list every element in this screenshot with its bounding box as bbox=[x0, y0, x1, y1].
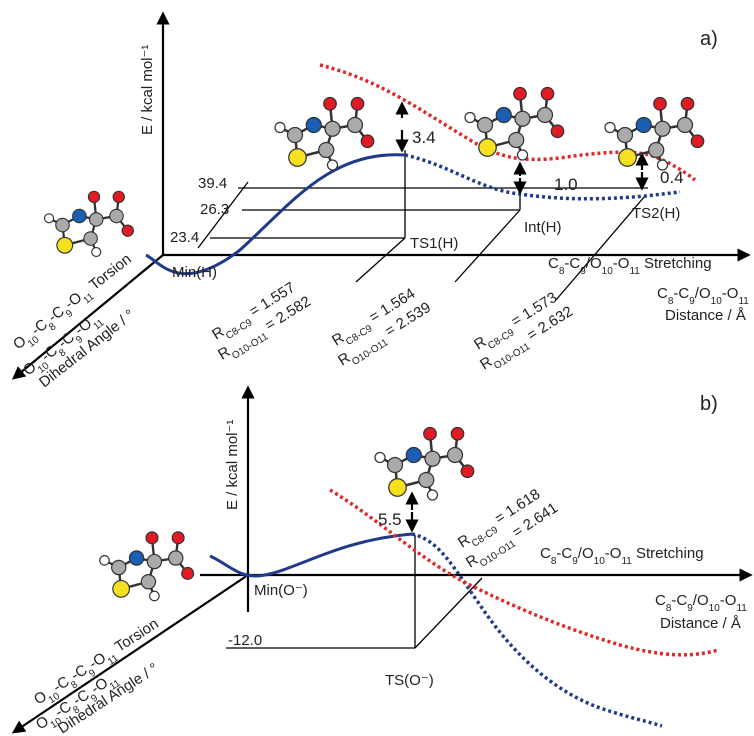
panel-b: E / kcal mol⁻¹ b) C8-C9/O10-O11 Stretchi… bbox=[14, 388, 750, 736]
text-segment: /O bbox=[695, 285, 711, 302]
state-label: TS2(H) bbox=[632, 205, 680, 222]
subscript: 11 bbox=[736, 603, 747, 614]
subscript: 10 bbox=[594, 556, 606, 567]
guide-line bbox=[455, 210, 520, 282]
barrier-label: 1.0 bbox=[554, 175, 578, 194]
molecule bbox=[100, 532, 194, 601]
text-segment: -O bbox=[722, 285, 739, 302]
text-segment: -C bbox=[564, 255, 580, 272]
text-segment: -O bbox=[613, 255, 630, 272]
molecule bbox=[375, 428, 474, 501]
barrier-label: 5.5 bbox=[378, 510, 402, 529]
energy-axis-label: E / kcal mol⁻¹ bbox=[224, 420, 241, 510]
molecule bbox=[465, 88, 564, 161]
text-segment: /O bbox=[578, 545, 594, 562]
text-segment: C bbox=[657, 285, 668, 302]
subscript: 10 bbox=[711, 296, 723, 307]
barrier-label: 0.4 bbox=[660, 168, 684, 187]
stretching-label: C8-C9/O10-O11 Stretching bbox=[540, 545, 704, 567]
distance-label: Distance / Å bbox=[665, 307, 746, 324]
panel-tag: b) bbox=[700, 393, 718, 415]
torsion-axis bbox=[14, 575, 248, 732]
state-label: TS1(H) bbox=[410, 235, 458, 252]
subscript: 11 bbox=[738, 296, 749, 307]
text-segment: Stretching bbox=[632, 545, 704, 562]
text-segment: C bbox=[655, 592, 666, 609]
distance-label: Distance / Å bbox=[660, 615, 741, 632]
level-label: 26.3 bbox=[200, 201, 229, 218]
text-segment: C bbox=[540, 545, 551, 562]
text-segment: -C bbox=[673, 285, 689, 302]
energy-curve-dotted bbox=[405, 155, 680, 199]
panel-tag: a) bbox=[700, 28, 718, 50]
state-label: Min(H) bbox=[172, 264, 217, 281]
energy-curve bbox=[210, 534, 412, 576]
subscript: 10 bbox=[602, 266, 614, 277]
text-segment: C bbox=[548, 255, 559, 272]
text-segment: Stretching bbox=[640, 255, 712, 272]
energy-axis-label: E / kcal mol⁻¹ bbox=[139, 45, 156, 135]
barrier-label: 3.4 bbox=[412, 128, 436, 147]
text-segment: /O bbox=[693, 592, 709, 609]
state-label: Min(O⁻) bbox=[254, 582, 308, 599]
figure: E / kcal mol⁻¹ a) C8-C9/O10-O11 Stretchi… bbox=[0, 0, 754, 736]
distance-label: C8-C9/O10-O11 bbox=[657, 285, 749, 307]
text-segment: -O bbox=[605, 545, 622, 562]
guide-line bbox=[356, 238, 405, 282]
state-label: TS(O⁻) bbox=[385, 672, 434, 689]
text-segment: -C bbox=[671, 592, 687, 609]
subscript: 11 bbox=[621, 556, 632, 567]
text-segment: -C bbox=[556, 545, 572, 562]
panel-a: E / kcal mol⁻¹ a) C8-C9/O10-O11 Stretchi… bbox=[10, 14, 749, 391]
level-label: 39.4 bbox=[198, 175, 227, 192]
level-label: -12.0 bbox=[228, 632, 262, 649]
subscript: 10 bbox=[709, 603, 721, 614]
text-segment: Torsion bbox=[83, 251, 135, 297]
text-segment: /O bbox=[586, 255, 602, 272]
state-label: Int(H) bbox=[524, 219, 562, 236]
stretching-label: C8-C9/O10-O11 Stretching bbox=[548, 255, 712, 277]
distance-label: C8-C9/O10-O11 bbox=[655, 592, 747, 614]
text-segment: -O bbox=[720, 592, 737, 609]
torsion-axis bbox=[14, 255, 163, 378]
molecule bbox=[45, 191, 134, 256]
level-label: 23.4 bbox=[170, 229, 199, 246]
molecule bbox=[605, 98, 704, 171]
guide-line bbox=[415, 578, 482, 648]
subscript: 11 bbox=[629, 266, 640, 277]
